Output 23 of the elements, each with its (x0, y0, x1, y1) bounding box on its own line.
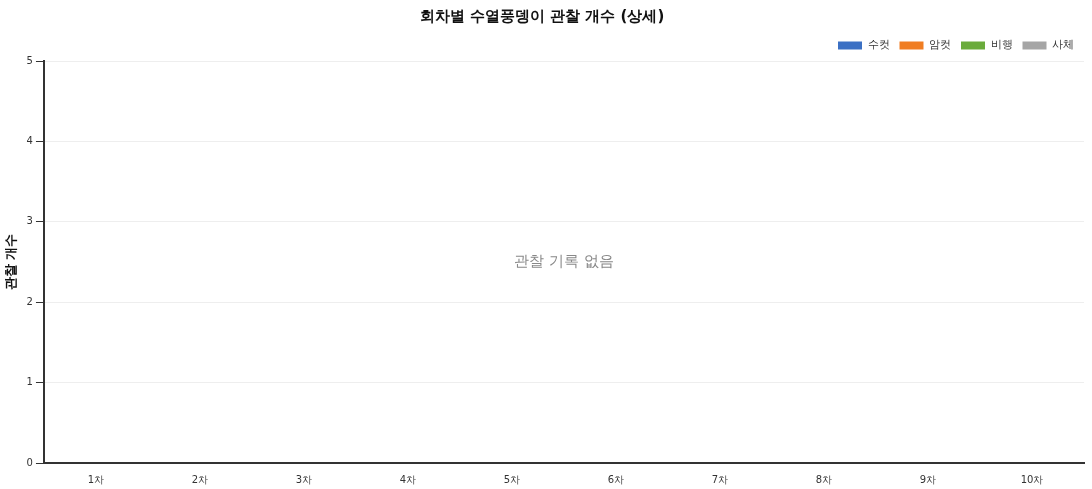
x-tick-label: 10차 (1020, 473, 1044, 485)
x-tick-label: 1차 (87, 473, 105, 485)
y-tick-label: 0 (26, 456, 33, 468)
y-axis-title: 관찰 개수 (3, 233, 19, 291)
y-tick-label: 5 (26, 54, 33, 66)
x-tick-label: 6차 (607, 473, 625, 485)
x-tick-label: 5차 (503, 473, 521, 485)
legend-label: 비행 (990, 38, 1013, 52)
annotation: 관찰 기록 없음 (514, 251, 614, 270)
y-tick-label: 2 (26, 295, 33, 307)
legend-label: 암컷 (929, 38, 951, 52)
legend-label: 사체 (1052, 38, 1074, 52)
x-tick-label: 7차 (711, 473, 729, 485)
x-tick-label: 8차 (815, 473, 833, 485)
x-tick-label: 3차 (295, 473, 313, 485)
chart-title: 회차별 수열풍뎅이 관찰 개수 (상세) (419, 6, 665, 25)
legend-label: 수컷 (867, 38, 890, 52)
x-tick-label: 9차 (919, 473, 937, 485)
x-tick-label: 4차 (399, 473, 417, 485)
y-tick-label: 1 (26, 376, 33, 388)
y-tick-label: 4 (26, 134, 33, 146)
y-tick-label: 3 (26, 215, 33, 227)
x-tick-label: 2차 (191, 473, 209, 485)
